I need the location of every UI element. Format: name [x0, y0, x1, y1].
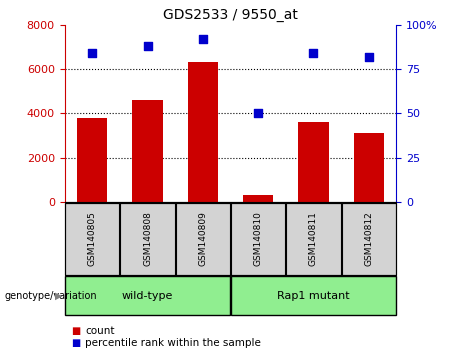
Point — [199, 36, 207, 42]
Text: GSM140811: GSM140811 — [309, 211, 318, 267]
Text: GSM140812: GSM140812 — [364, 212, 373, 266]
Text: percentile rank within the sample: percentile rank within the sample — [85, 338, 261, 348]
Text: count: count — [85, 326, 115, 336]
Bar — [354, 133, 384, 202]
Bar — [120, 202, 175, 275]
Point — [89, 50, 96, 56]
Bar — [231, 202, 285, 275]
Text: ■: ■ — [71, 326, 81, 336]
Point — [254, 110, 262, 116]
Text: GSM140809: GSM140809 — [198, 211, 207, 267]
Text: genotype/variation: genotype/variation — [5, 291, 97, 301]
Bar — [77, 118, 107, 202]
Bar — [231, 276, 396, 315]
Text: GSM140805: GSM140805 — [88, 211, 97, 267]
Bar — [188, 62, 218, 202]
Bar — [243, 195, 273, 202]
Text: wild-type: wild-type — [122, 291, 173, 301]
Text: ▶: ▶ — [55, 291, 62, 301]
Bar — [65, 276, 230, 315]
Text: Rap1 mutant: Rap1 mutant — [277, 291, 350, 301]
Point — [365, 54, 372, 59]
Bar — [176, 202, 230, 275]
Bar — [342, 202, 396, 275]
Text: ■: ■ — [71, 338, 81, 348]
Point — [310, 50, 317, 56]
Text: GSM140810: GSM140810 — [254, 211, 263, 267]
Bar — [286, 202, 341, 275]
Bar — [298, 122, 329, 202]
Bar — [132, 100, 163, 202]
Title: GDS2533 / 9550_at: GDS2533 / 9550_at — [163, 8, 298, 22]
Point — [144, 43, 151, 49]
Text: GSM140808: GSM140808 — [143, 211, 152, 267]
Bar — [65, 202, 119, 275]
